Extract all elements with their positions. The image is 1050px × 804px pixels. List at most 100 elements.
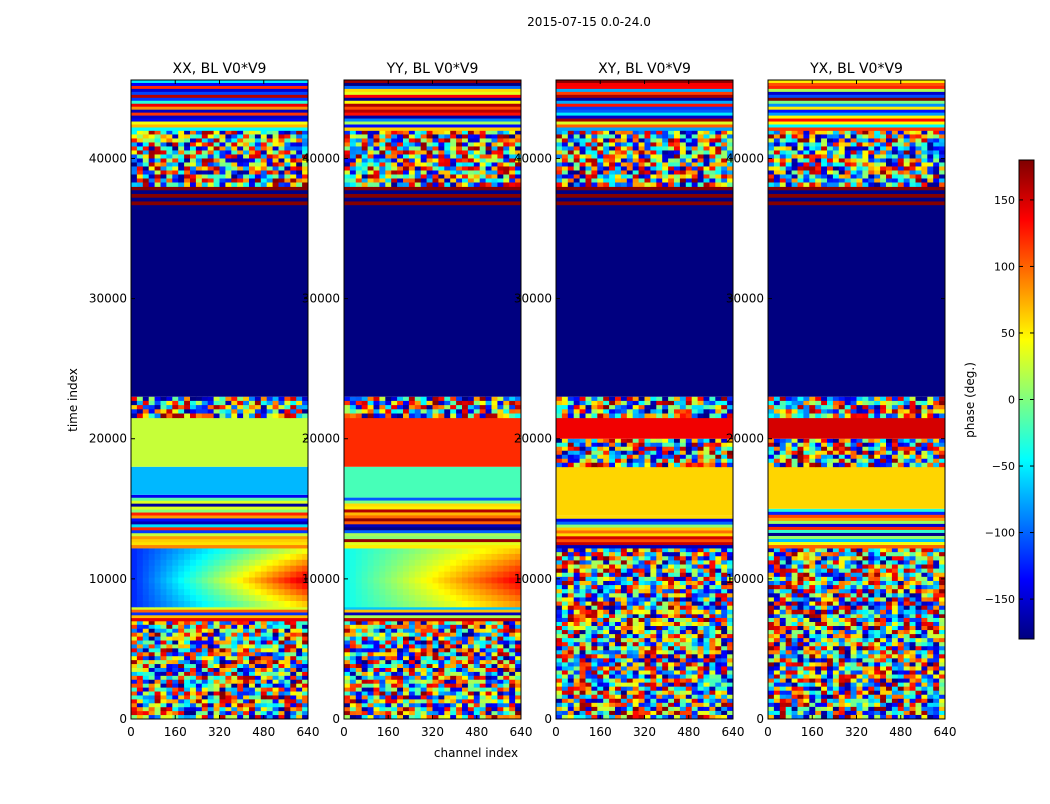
heatmap-cell [385,405,391,410]
heatmap-cell [568,397,574,402]
heatmap-cell [468,566,474,572]
heatmap-cell [184,130,190,134]
heatmap-cell [562,573,568,578]
heatmap-cell [709,699,715,703]
heatmap-cell [727,589,733,594]
heatmap-cell [225,652,231,656]
heatmap-cell [190,572,196,578]
heatmap-cell [580,602,586,607]
heatmap-cell [509,652,515,656]
heatmap-cell [131,92,308,95]
heatmap-cell [503,680,509,684]
heatmap-cell [374,170,380,174]
heatmap-cell [668,695,674,699]
heatmap-cell [143,577,149,583]
heatmap-cell [131,142,137,146]
heatmap-cell [172,142,178,146]
heatmap-cell [674,691,680,695]
heatmap-cell [433,680,439,684]
heatmap-cell [267,174,273,178]
heatmap-cell [155,676,161,680]
heatmap-cell [202,668,208,672]
heatmap-cell [166,641,172,645]
heatmap-cell [668,548,674,553]
heatmap-cell [196,560,202,566]
heatmap-cell [261,554,267,560]
heatmap-cell [574,606,580,611]
heatmap-cell [279,397,285,402]
heatmap-cell [421,648,427,652]
heatmap-cell [556,533,733,536]
heatmap-cell [190,621,196,625]
heatmap-cell [497,182,503,186]
heatmap-cell [237,672,243,676]
heatmap-cell [231,707,237,711]
heatmap-cell [137,625,143,629]
heatmap-cell [143,560,149,566]
heatmap-cell [267,405,273,410]
heatmap-cell [137,158,143,162]
heatmap-cell [379,138,385,142]
heatmap-cell [650,691,656,695]
heatmap-cell [143,566,149,572]
heatmap-cell [433,601,439,607]
heatmap-cell [698,630,704,634]
heatmap-cell [374,174,380,178]
heatmap-cell [591,573,597,578]
heatmap-cell [290,154,296,158]
heatmap-cell [172,664,178,668]
heatmap-cell [492,158,498,162]
heatmap-cell [237,572,243,578]
heatmap-cell [261,409,267,414]
heatmap-cell [591,401,597,406]
heatmap-cell [391,401,397,406]
heatmap-cell [267,554,273,560]
heatmap-cell [385,409,391,414]
heatmap-cell [172,668,178,672]
heatmap-cell [709,687,715,691]
heatmap-cell [374,648,380,652]
heatmap-cell [344,178,350,182]
heatmap-cell [468,672,474,676]
heatmap-cell [633,687,639,691]
heatmap-cell [196,401,202,406]
heatmap-cell [391,668,397,672]
heatmap-cell [220,692,226,696]
heatmap-cell [662,679,668,683]
heatmap-cell [580,675,586,679]
heatmap-cell [403,583,409,589]
heatmap-cell [184,138,190,142]
heatmap-cell [284,178,290,182]
heatmap-cell [155,158,161,162]
heatmap-cell [237,566,243,572]
heatmap-cell [480,648,486,652]
heatmap-cell [650,556,656,561]
heatmap-cell [421,566,427,572]
heatmap-cell [650,548,656,553]
heatmap-cell [225,182,231,186]
heatmap-cell [450,138,456,142]
heatmap-cell [166,566,172,572]
heatmap-cell [273,409,279,414]
heatmap-cell [190,401,196,406]
heatmap-cell [474,134,480,138]
heatmap-cell [621,699,627,703]
heatmap-cell [202,589,208,595]
heatmap-cell [727,654,733,658]
heatmap-cell [379,625,385,629]
heatmap-cell [686,569,692,574]
heatmap-cell [214,595,220,601]
heatmap-cell [639,699,645,703]
heatmap-cell [709,642,715,646]
heatmap-cell [208,707,214,711]
heatmap-cell [409,660,415,664]
heatmap-cell [615,589,621,594]
heatmap-cell [692,638,698,642]
heatmap-cell [603,589,609,594]
heatmap-cell [621,573,627,578]
heatmap-cell [486,566,492,572]
heatmap-cell [290,166,296,170]
heatmap-cell [166,684,172,688]
heatmap-cell [580,401,586,406]
heatmap-cell [190,633,196,637]
